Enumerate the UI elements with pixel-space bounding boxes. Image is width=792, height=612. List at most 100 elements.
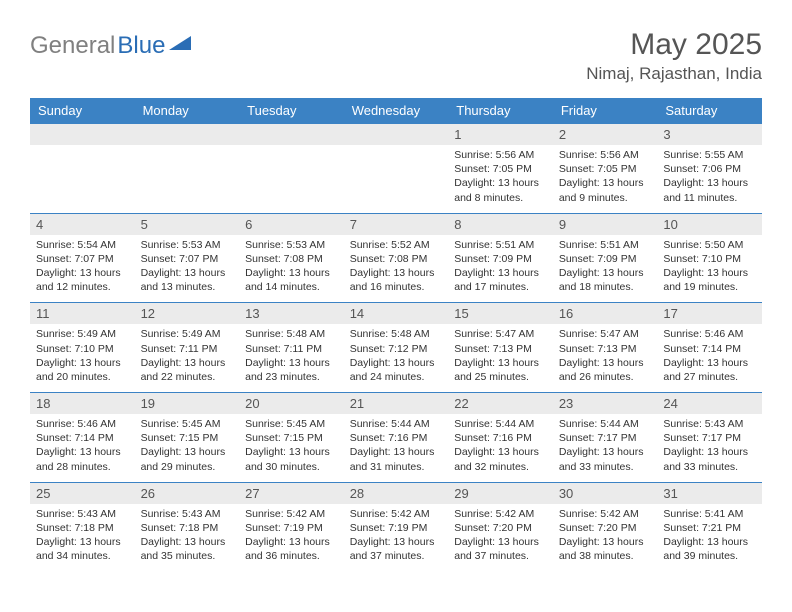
day-number: 4 — [30, 214, 135, 235]
day-number: 9 — [553, 214, 658, 235]
calendar-day-cell: 22Sunrise: 5:44 AMSunset: 7:16 PMDayligh… — [448, 393, 553, 483]
day-number: 25 — [30, 483, 135, 504]
calendar-day-cell: 11Sunrise: 5:49 AMSunset: 7:10 PMDayligh… — [30, 303, 135, 393]
day-number: 20 — [239, 393, 344, 414]
day-details: Sunrise: 5:56 AMSunset: 7:05 PMDaylight:… — [553, 145, 658, 213]
calendar-week-row: 11Sunrise: 5:49 AMSunset: 7:10 PMDayligh… — [30, 303, 762, 393]
day-details: Sunrise: 5:49 AMSunset: 7:11 PMDaylight:… — [135, 324, 240, 392]
calendar-day-cell: 2Sunrise: 5:56 AMSunset: 7:05 PMDaylight… — [553, 124, 658, 214]
day-details: Sunrise: 5:51 AMSunset: 7:09 PMDaylight:… — [553, 235, 658, 303]
day-details: Sunrise: 5:49 AMSunset: 7:10 PMDaylight:… — [30, 324, 135, 392]
calendar-day-cell: 24Sunrise: 5:43 AMSunset: 7:17 PMDayligh… — [657, 393, 762, 483]
calendar-day-cell: 1Sunrise: 5:56 AMSunset: 7:05 PMDaylight… — [448, 124, 553, 214]
day-number-empty — [344, 124, 449, 145]
day-number: 13 — [239, 303, 344, 324]
calendar-day-cell: 20Sunrise: 5:45 AMSunset: 7:15 PMDayligh… — [239, 393, 344, 483]
day-details: Sunrise: 5:43 AMSunset: 7:17 PMDaylight:… — [657, 414, 762, 482]
brand-part1: General — [30, 32, 115, 60]
day-number: 7 — [344, 214, 449, 235]
day-details: Sunrise: 5:42 AMSunset: 7:19 PMDaylight:… — [344, 504, 449, 572]
day-details: Sunrise: 5:45 AMSunset: 7:15 PMDaylight:… — [239, 414, 344, 482]
day-number: 18 — [30, 393, 135, 414]
title-block: May 2025 Nimaj, Rajasthan, India — [586, 28, 762, 84]
calendar-day-cell: 4Sunrise: 5:54 AMSunset: 7:07 PMDaylight… — [30, 213, 135, 303]
calendar-header-row: SundayMondayTuesdayWednesdayThursdayFrid… — [30, 98, 762, 124]
calendar-day-cell: 27Sunrise: 5:42 AMSunset: 7:19 PMDayligh… — [239, 482, 344, 571]
day-details: Sunrise: 5:44 AMSunset: 7:16 PMDaylight:… — [344, 414, 449, 482]
day-number: 21 — [344, 393, 449, 414]
weekday-header: Tuesday — [239, 98, 344, 124]
day-details: Sunrise: 5:48 AMSunset: 7:11 PMDaylight:… — [239, 324, 344, 392]
day-details: Sunrise: 5:42 AMSunset: 7:20 PMDaylight:… — [553, 504, 658, 572]
day-details: Sunrise: 5:43 AMSunset: 7:18 PMDaylight:… — [135, 504, 240, 572]
day-number-empty — [135, 124, 240, 145]
day-number: 12 — [135, 303, 240, 324]
location-label: Nimaj, Rajasthan, India — [586, 64, 762, 84]
month-title: May 2025 — [586, 28, 762, 62]
calendar-day-cell: 14Sunrise: 5:48 AMSunset: 7:12 PMDayligh… — [344, 303, 449, 393]
day-number: 23 — [553, 393, 658, 414]
day-number: 16 — [553, 303, 658, 324]
day-details: Sunrise: 5:47 AMSunset: 7:13 PMDaylight:… — [448, 324, 553, 392]
brand-logo: General Blue — [30, 32, 191, 60]
day-details: Sunrise: 5:55 AMSunset: 7:06 PMDaylight:… — [657, 145, 762, 213]
day-number: 1 — [448, 124, 553, 145]
calendar-day-cell: 13Sunrise: 5:48 AMSunset: 7:11 PMDayligh… — [239, 303, 344, 393]
calendar-week-row: 25Sunrise: 5:43 AMSunset: 7:18 PMDayligh… — [30, 482, 762, 571]
calendar-day-cell: 10Sunrise: 5:50 AMSunset: 7:10 PMDayligh… — [657, 213, 762, 303]
calendar-week-row: 4Sunrise: 5:54 AMSunset: 7:07 PMDaylight… — [30, 213, 762, 303]
day-details: Sunrise: 5:44 AMSunset: 7:16 PMDaylight:… — [448, 414, 553, 482]
calendar-day-cell: 29Sunrise: 5:42 AMSunset: 7:20 PMDayligh… — [448, 482, 553, 571]
day-number: 24 — [657, 393, 762, 414]
day-details: Sunrise: 5:46 AMSunset: 7:14 PMDaylight:… — [30, 414, 135, 482]
calendar-day-cell: 23Sunrise: 5:44 AMSunset: 7:17 PMDayligh… — [553, 393, 658, 483]
day-number: 15 — [448, 303, 553, 324]
day-number: 6 — [239, 214, 344, 235]
calendar-day-cell: 5Sunrise: 5:53 AMSunset: 7:07 PMDaylight… — [135, 213, 240, 303]
calendar-day-cell: 7Sunrise: 5:52 AMSunset: 7:08 PMDaylight… — [344, 213, 449, 303]
day-details: Sunrise: 5:42 AMSunset: 7:19 PMDaylight:… — [239, 504, 344, 572]
calendar-day-cell: 17Sunrise: 5:46 AMSunset: 7:14 PMDayligh… — [657, 303, 762, 393]
header: General Blue May 2025 Nimaj, Rajasthan, … — [30, 28, 762, 84]
calendar-week-row: 18Sunrise: 5:46 AMSunset: 7:14 PMDayligh… — [30, 393, 762, 483]
day-details: Sunrise: 5:50 AMSunset: 7:10 PMDaylight:… — [657, 235, 762, 303]
day-details: Sunrise: 5:46 AMSunset: 7:14 PMDaylight:… — [657, 324, 762, 392]
calendar-day-cell: 30Sunrise: 5:42 AMSunset: 7:20 PMDayligh… — [553, 482, 658, 571]
calendar-table: SundayMondayTuesdayWednesdayThursdayFrid… — [30, 98, 762, 571]
day-number: 30 — [553, 483, 658, 504]
calendar-day-cell: 8Sunrise: 5:51 AMSunset: 7:09 PMDaylight… — [448, 213, 553, 303]
calendar-day-cell: 3Sunrise: 5:55 AMSunset: 7:06 PMDaylight… — [657, 124, 762, 214]
weekday-header: Wednesday — [344, 98, 449, 124]
calendar-day-cell — [344, 124, 449, 214]
calendar-day-cell: 9Sunrise: 5:51 AMSunset: 7:09 PMDaylight… — [553, 213, 658, 303]
day-number: 14 — [344, 303, 449, 324]
day-details: Sunrise: 5:53 AMSunset: 7:07 PMDaylight:… — [135, 235, 240, 303]
weekday-header: Sunday — [30, 98, 135, 124]
day-details: Sunrise: 5:52 AMSunset: 7:08 PMDaylight:… — [344, 235, 449, 303]
day-number: 28 — [344, 483, 449, 504]
day-details: Sunrise: 5:47 AMSunset: 7:13 PMDaylight:… — [553, 324, 658, 392]
calendar-day-cell — [239, 124, 344, 214]
weekday-header: Thursday — [448, 98, 553, 124]
day-number: 29 — [448, 483, 553, 504]
day-number: 27 — [239, 483, 344, 504]
day-details: Sunrise: 5:41 AMSunset: 7:21 PMDaylight:… — [657, 504, 762, 572]
calendar-day-cell: 15Sunrise: 5:47 AMSunset: 7:13 PMDayligh… — [448, 303, 553, 393]
calendar-day-cell: 18Sunrise: 5:46 AMSunset: 7:14 PMDayligh… — [30, 393, 135, 483]
weekday-header: Monday — [135, 98, 240, 124]
day-number: 22 — [448, 393, 553, 414]
day-number: 8 — [448, 214, 553, 235]
calendar-week-row: 1Sunrise: 5:56 AMSunset: 7:05 PMDaylight… — [30, 124, 762, 214]
day-number: 10 — [657, 214, 762, 235]
day-number-empty — [30, 124, 135, 145]
day-details: Sunrise: 5:44 AMSunset: 7:17 PMDaylight:… — [553, 414, 658, 482]
day-details: Sunrise: 5:51 AMSunset: 7:09 PMDaylight:… — [448, 235, 553, 303]
weekday-header: Friday — [553, 98, 658, 124]
day-number: 26 — [135, 483, 240, 504]
day-details: Sunrise: 5:53 AMSunset: 7:08 PMDaylight:… — [239, 235, 344, 303]
calendar-day-cell: 26Sunrise: 5:43 AMSunset: 7:18 PMDayligh… — [135, 482, 240, 571]
calendar-day-cell — [30, 124, 135, 214]
calendar-day-cell: 28Sunrise: 5:42 AMSunset: 7:19 PMDayligh… — [344, 482, 449, 571]
calendar-day-cell: 16Sunrise: 5:47 AMSunset: 7:13 PMDayligh… — [553, 303, 658, 393]
day-number: 17 — [657, 303, 762, 324]
